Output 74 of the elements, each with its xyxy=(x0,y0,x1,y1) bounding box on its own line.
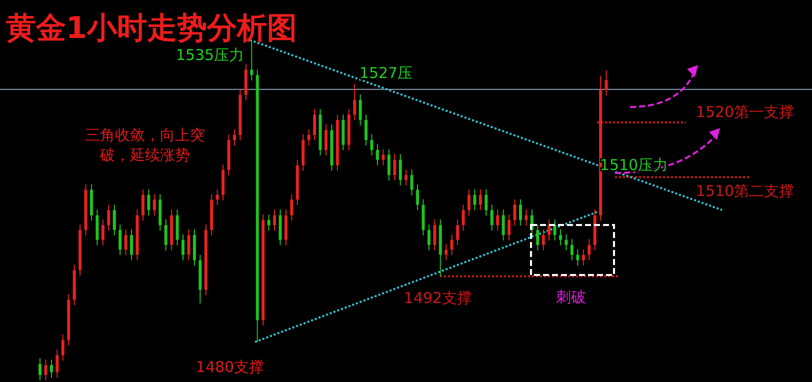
candlestick xyxy=(456,218,460,246)
candlestick xyxy=(513,198,516,226)
candlestick xyxy=(548,218,551,241)
candlestick xyxy=(496,209,500,232)
candlestick xyxy=(444,244,448,261)
ref-line-label: 1492支撑 xyxy=(404,289,472,307)
candlestick xyxy=(404,169,408,186)
ref-line-label: 1510第二支撑 xyxy=(696,182,794,200)
candlestick xyxy=(473,188,476,211)
annotation: 1535压力 xyxy=(176,46,244,64)
candlestick xyxy=(382,148,385,166)
candlestick xyxy=(141,188,144,222)
candlestick xyxy=(187,228,190,261)
annotation: 1480支撑 xyxy=(196,358,264,376)
candlestick xyxy=(118,224,122,256)
candlestick xyxy=(324,124,328,156)
candlestick xyxy=(427,224,430,251)
ref-line-label: 1520第一支撑 xyxy=(696,103,794,121)
candlestick xyxy=(398,154,402,186)
candlestick xyxy=(56,349,59,378)
candlestick xyxy=(484,188,488,216)
candlestick xyxy=(387,148,390,182)
annotation: 刺破 xyxy=(556,288,586,306)
candlestick xyxy=(376,144,379,166)
candlestick xyxy=(576,248,580,266)
candlestick xyxy=(559,228,562,246)
candlestick xyxy=(410,169,414,196)
candlestick xyxy=(267,214,270,232)
candlestick xyxy=(450,234,454,256)
candlestick xyxy=(570,238,574,261)
candlestick xyxy=(290,194,294,222)
candlestick xyxy=(518,198,522,226)
candlestick xyxy=(358,94,362,126)
candlestick xyxy=(462,204,465,232)
annotation: 三角收敛，向上突破，延续涨势 xyxy=(85,126,205,164)
annotation: 1527压 xyxy=(359,64,413,82)
candlestick xyxy=(101,218,104,246)
candlestick xyxy=(147,188,150,216)
candlestick xyxy=(553,218,556,241)
candlestick xyxy=(307,129,310,146)
candlestick xyxy=(468,188,470,216)
chart-title: 黄金1小时走势分析图 xyxy=(6,11,297,46)
candlestick xyxy=(216,188,219,206)
candlestick xyxy=(564,234,568,251)
candlestick xyxy=(61,334,64,362)
candlestick xyxy=(273,209,276,232)
candlestick xyxy=(588,238,591,261)
candlestick xyxy=(370,134,374,156)
candlestick xyxy=(164,218,168,251)
candlestick xyxy=(393,154,396,182)
candlestick xyxy=(478,188,482,211)
candlestick xyxy=(542,228,545,251)
candlestick xyxy=(232,129,236,146)
candlestick xyxy=(313,108,316,141)
candlestick xyxy=(364,114,368,146)
candlestick xyxy=(152,194,156,216)
candlestick xyxy=(107,204,110,232)
candlestick xyxy=(582,248,585,266)
candlestick xyxy=(38,358,42,381)
candlestick xyxy=(604,70,608,96)
candlestick xyxy=(130,228,134,261)
candlestick xyxy=(124,228,128,256)
candlestick xyxy=(490,204,494,232)
candlestick xyxy=(502,209,505,241)
candlestick xyxy=(44,359,48,381)
candlestick xyxy=(433,218,436,251)
candlestick xyxy=(182,234,184,261)
candlestick xyxy=(50,359,53,378)
candlestick xyxy=(524,209,528,226)
candlestick xyxy=(508,214,511,241)
candlestick xyxy=(416,184,420,211)
candlestick xyxy=(112,204,116,236)
candlestick xyxy=(353,83,356,120)
candlestick xyxy=(536,224,540,251)
